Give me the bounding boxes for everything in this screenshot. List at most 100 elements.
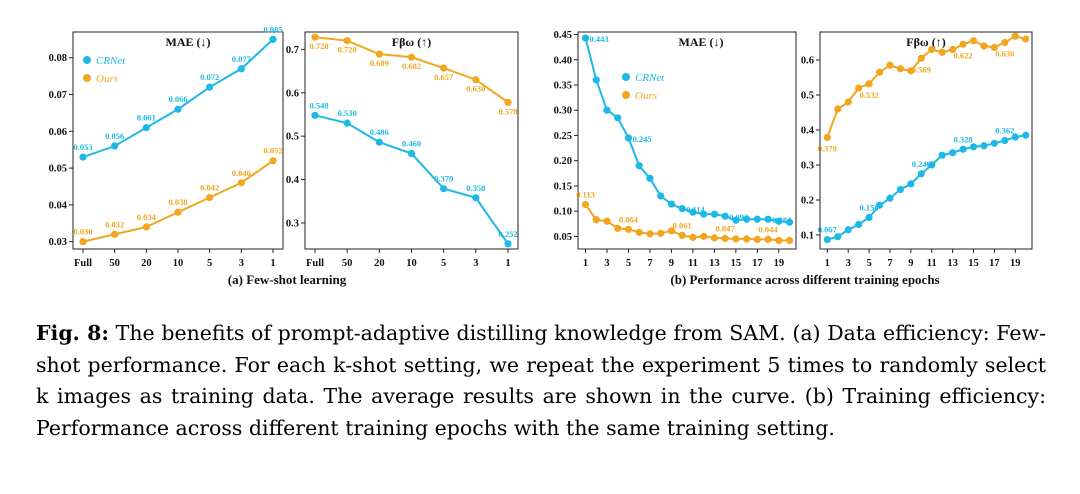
data-label: 0.032 <box>105 219 124 229</box>
y-tick-label: 0.5 <box>801 91 814 102</box>
data-label: 0.061 <box>137 113 156 123</box>
data-point-ours <box>592 216 600 224</box>
x-tick-label: 15 <box>731 258 742 269</box>
data-point-crnet <box>407 149 416 158</box>
data-point-crnet <box>472 194 480 202</box>
data-label: 0.569 <box>912 64 931 74</box>
data-label: 0.252 <box>498 229 517 239</box>
chart-title: MAE (↓) <box>166 35 211 49</box>
x-tick-label: 7 <box>887 258 892 269</box>
data-label: 0.114 <box>686 205 705 215</box>
data-label: 0.245 <box>632 134 651 144</box>
data-point-crnet <box>79 153 87 161</box>
data-point-crnet <box>614 114 622 122</box>
data-point-ours <box>917 54 925 62</box>
data-point-ours <box>785 236 794 245</box>
data-point-crnet <box>753 215 761 223</box>
data-point-ours <box>472 76 480 84</box>
data-point-ours <box>79 238 87 246</box>
data-label: 0.030 <box>73 227 92 237</box>
data-point-ours <box>764 235 772 244</box>
data-point-crnet <box>938 151 946 159</box>
data-point-crnet <box>764 215 772 223</box>
data-label: 0.084 <box>772 215 792 225</box>
data-label: 0.578 <box>498 106 517 116</box>
legend-label-crnet: CRNet <box>635 72 665 84</box>
data-point-crnet <box>855 220 863 229</box>
data-point-crnet <box>504 240 512 248</box>
data-point-crnet <box>844 226 852 234</box>
data-point-crnet <box>732 216 740 224</box>
data-label: 0.443 <box>590 34 609 44</box>
data-label: 0.622 <box>954 50 973 60</box>
y-tick-label: 0.20 <box>554 156 572 167</box>
chart-panel-3: 0.050.100.150.200.250.300.350.400.451 3 5 7… <box>554 30 797 269</box>
data-label: 0.358 <box>466 183 485 193</box>
x-tick-label: 5 <box>207 258 212 269</box>
data-point-crnet <box>875 201 884 209</box>
data-point-crnet <box>646 174 654 182</box>
data-point-ours <box>174 208 182 216</box>
data-label: 0.630 <box>466 84 485 94</box>
data-point-crnet <box>269 35 277 43</box>
x-tick-label: 15 <box>968 258 979 269</box>
data-point-ours <box>753 235 761 244</box>
data-point-crnet <box>785 218 794 226</box>
y-tick-label: 0.08 <box>49 53 67 64</box>
data-point-crnet <box>959 145 967 153</box>
data-point-crnet <box>375 138 383 146</box>
series-line-crnet <box>314 114 509 245</box>
x-tick-label: 5 <box>441 258 446 269</box>
data-point-crnet <box>206 83 214 91</box>
data-point-crnet <box>928 161 936 169</box>
data-point-crnet <box>775 217 783 225</box>
x-tick-label: 20 <box>141 258 152 269</box>
x-tick-label: 5 <box>626 258 631 269</box>
data-point-crnet <box>969 143 978 151</box>
data-point-crnet <box>917 170 925 178</box>
data-point-ours <box>855 84 863 92</box>
data-point-crnet <box>990 139 999 147</box>
y-tick-label: 0.7 <box>286 45 299 56</box>
y-tick-label: 0.6 <box>286 88 299 99</box>
data-point-ours <box>928 45 936 54</box>
data-point-ours <box>949 45 957 54</box>
figure: 0.03 0.04 0.05 0.06 0.07 0.08 Full 50 20 10 5 3 1 MAE… <box>49 24 1033 287</box>
data-point-ours <box>375 50 383 58</box>
data-label: 0.047 <box>716 223 736 233</box>
data-point-ours <box>603 217 611 225</box>
caption-text: The benefits of prompt-adaptive distilli… <box>36 321 1046 440</box>
data-label: 0.064 <box>619 214 639 224</box>
data-label: 0.046 <box>232 168 251 178</box>
data-point-ours <box>646 230 654 238</box>
data-point-crnet <box>440 185 448 193</box>
data-point-ours <box>875 68 884 76</box>
y-tick-label: 0.05 <box>49 164 67 175</box>
chart-title: Fβω (↑) <box>392 35 431 49</box>
data-point-ours <box>834 105 842 113</box>
data-point-ours <box>865 80 873 88</box>
x-tick-label: 1 <box>505 258 510 269</box>
figure-caption: Fig. 8: The benefits of prompt-adaptive … <box>36 318 1046 444</box>
data-point-crnet <box>142 124 150 132</box>
data-label: 0.066 <box>168 94 187 104</box>
data-point-crnet <box>311 111 319 119</box>
data-point-crnet <box>907 180 915 188</box>
x-tick-label: 50 <box>109 258 120 269</box>
data-label: 0.636 <box>995 49 1014 59</box>
x-tick-label: 3 <box>846 258 851 269</box>
x-tick-label: 50 <box>342 258 353 269</box>
y-tick-label: 0.35 <box>554 80 572 91</box>
data-point-crnet <box>592 76 600 84</box>
data-point-crnet <box>834 233 842 241</box>
data-point-ours <box>269 157 277 165</box>
data-label: 0.056 <box>105 131 124 141</box>
x-tick-label: 11 <box>688 258 698 269</box>
data-label: 0.532 <box>860 90 879 100</box>
y-tick-label: 0.5 <box>286 132 299 143</box>
data-point-crnet <box>635 162 643 170</box>
data-label: 0.682 <box>402 61 421 71</box>
x-tick-label: 20 <box>374 258 385 269</box>
data-point-crnet <box>886 194 894 202</box>
